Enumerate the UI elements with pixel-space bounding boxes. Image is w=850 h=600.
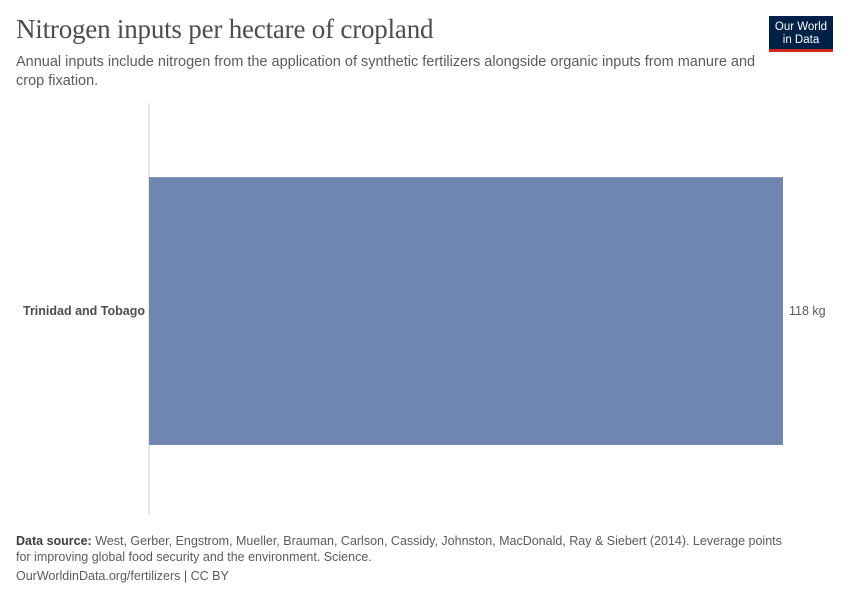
value-label: 118 kg [789,304,826,318]
chart-subtitle: Annual inputs include nitrogen from the … [16,54,756,89]
logo-line-2: in Data [782,34,820,46]
data-source-text: West, Gerber, Engstrom, Mueller, Brauman… [16,534,782,564]
data-source: Data source: West, Gerber, Engstrom, Mue… [16,533,796,565]
chart-title: Nitrogen inputs per hectare of cropland [16,14,434,44]
footer-separator: | [183,569,188,583]
data-source-label: Data source: [16,534,92,548]
logo-line-1: Our World [774,21,828,33]
logo-accent-bar [769,49,833,52]
bar[interactable] [149,177,783,445]
category-label: Trinidad and Tobago [23,304,145,318]
footer-license[interactable]: CC BY [190,569,229,583]
footer-links: OurWorldinData.org/fertilizers | CC BY [16,569,229,583]
footer-url[interactable]: OurWorldinData.org/fertilizers [16,569,181,583]
owid-logo[interactable]: Our World in Data [769,16,833,52]
